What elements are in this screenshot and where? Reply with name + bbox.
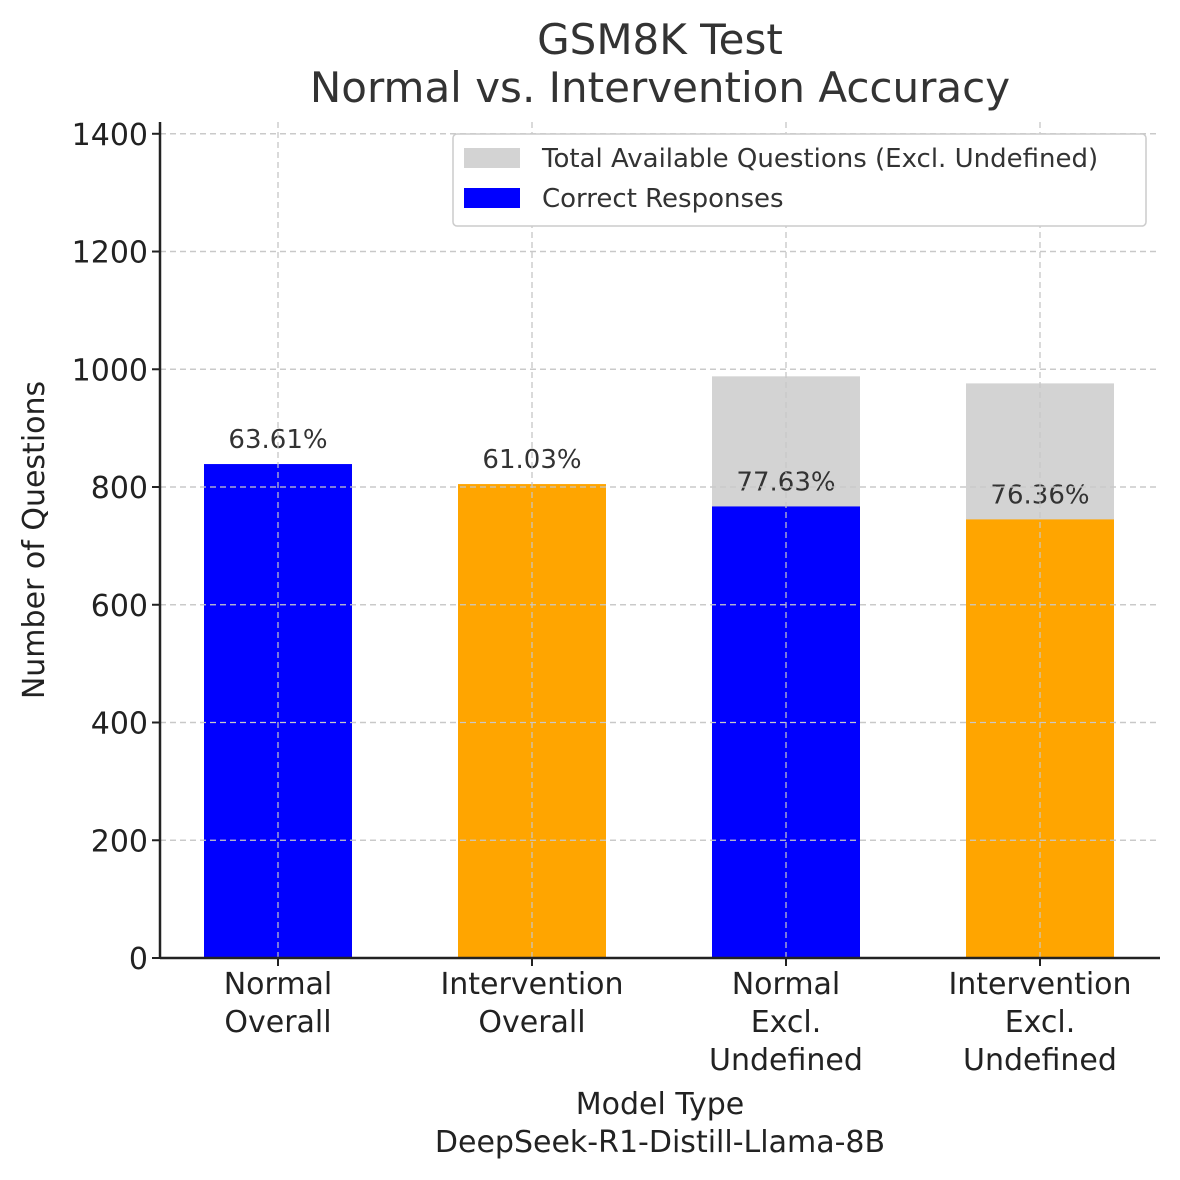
legend: Total Available Questions (Excl. Undefin… [452,133,1147,227]
y-tick-label: 0 [129,942,148,977]
y-axis-label: Number of Questions [17,381,52,699]
x-axis-label: DeepSeek-R1-Distill-Llama-8B [435,1125,885,1160]
x-tick-label: Normal [224,967,333,1002]
x-tick-label: Intervention [440,967,623,1002]
axes-layer [152,122,1160,966]
x-tick-label: Excl. [1005,1005,1076,1040]
legend-label: Total Available Questions (Excl. Undefin… [541,144,1098,174]
y-tick-label: 1200 [72,236,148,271]
legend-box [452,133,1147,227]
legend-swatch [464,148,520,168]
x-tick-label: Excl. [751,1005,822,1040]
x-tick-label: Undefined [963,1043,1117,1078]
legend-swatch [464,188,520,208]
bar-percentage-label: 61.03% [482,445,581,475]
bars-layer [204,376,1114,958]
y-tick-label: 200 [91,824,148,859]
x-axis-label: Model Type [576,1087,745,1122]
chart-title: GSM8K Test [537,15,783,64]
chart-title: Normal vs. Intervention Accuracy [310,63,1010,112]
y-tick-label: 600 [91,589,148,624]
x-tick-label: Normal [732,967,841,1002]
legend-label: Correct Responses [542,184,784,214]
y-tick-label: 1000 [72,353,148,388]
x-tick-label: Undefined [709,1043,863,1078]
tick-labels-layer: 0200400600800100012001400NormalOverallIn… [17,118,1132,1160]
y-tick-label: 800 [91,471,148,506]
y-tick-label: 1400 [72,118,148,153]
x-tick-label: Intervention [948,967,1131,1002]
bar-percentage-label: 63.61% [228,425,327,455]
y-tick-label: 400 [91,707,148,742]
x-tick-label: Overall [224,1005,331,1040]
x-tick-label: Overall [478,1005,585,1040]
